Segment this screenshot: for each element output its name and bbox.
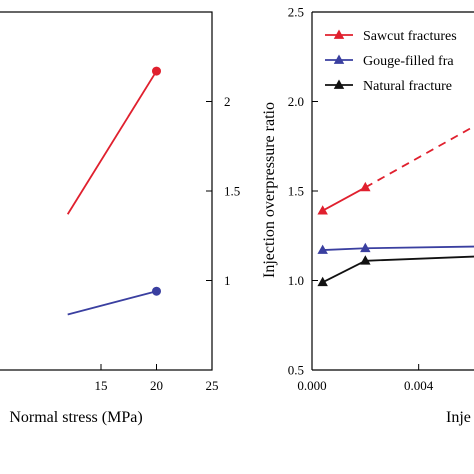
right-series-2-extension bbox=[365, 255, 474, 262]
right-series-0-line bbox=[322, 186, 366, 212]
right-series-1-line bbox=[322, 247, 366, 251]
right-series-2-marker-1 bbox=[360, 255, 371, 265]
right-x-tick-label-0: 0.000 bbox=[297, 378, 326, 393]
right-series-0-marker-0 bbox=[317, 205, 328, 215]
right-y-tick-label-4: 2.5 bbox=[288, 5, 304, 20]
right-series-0-marker-1 bbox=[360, 181, 371, 192]
left-x-tick-label-1: 20 bbox=[150, 378, 163, 393]
right-series-1-marker-1 bbox=[360, 242, 371, 253]
legend-marker-2 bbox=[333, 79, 345, 89]
right-y-tick-label-1: 1.0 bbox=[288, 273, 304, 288]
left-x-axis-title: Normal stress (MPa) bbox=[9, 409, 142, 426]
right-y-tick-label-3: 2.0 bbox=[288, 94, 304, 109]
left-plot-frame bbox=[0, 11, 213, 371]
right-x-axis-title: Inje bbox=[446, 409, 471, 426]
legend-marker-0 bbox=[333, 29, 345, 39]
right-y-axis-title: Injection overpressure ratio bbox=[261, 102, 278, 278]
left-series-0-line bbox=[66, 70, 158, 215]
legend-label-0: Sawcut fractures bbox=[363, 29, 457, 44]
right-series-1-marker-0 bbox=[317, 244, 328, 254]
right-series-2-marker-0 bbox=[317, 276, 328, 287]
left-x-tick-label-0: 15 bbox=[95, 378, 108, 393]
right-chart: 0.5 1.0 1.5 2.0 2.5 0.000 0.004 Injection overp… bbox=[261, 5, 474, 426]
right-series-2-line bbox=[322, 260, 366, 284]
legend-marker-1 bbox=[333, 54, 345, 64]
left-chart: 15 20 25 1 1.5 2 Normal stress (MPa) bbox=[0, 11, 240, 426]
left-y-tick-label-0: 1 bbox=[224, 273, 231, 288]
left-series-1-marker bbox=[152, 286, 161, 296]
legend-label-1: Gouge-filled fra bbox=[363, 54, 454, 69]
left-x-tick-label-2: 25 bbox=[206, 378, 219, 393]
left-series-1-line bbox=[67, 290, 157, 316]
right-y-tick-label-2: 1.5 bbox=[288, 184, 304, 199]
right-x-tick-label-1: 0.004 bbox=[404, 378, 434, 393]
left-y-tick-label-2: 2 bbox=[224, 94, 231, 109]
right-series-1-extension bbox=[365, 245, 474, 250]
legend-label-2: Natural fracture bbox=[363, 79, 452, 94]
right-y-tick-label-0: 0.5 bbox=[288, 363, 304, 378]
right-series-0-dashed-extension bbox=[364, 125, 474, 189]
right-legend: Sawcut fractures Gouge-filled fra Natural … bbox=[325, 29, 457, 94]
left-series-0-marker bbox=[152, 66, 161, 76]
left-y-tick-label-1: 1.5 bbox=[224, 184, 240, 199]
